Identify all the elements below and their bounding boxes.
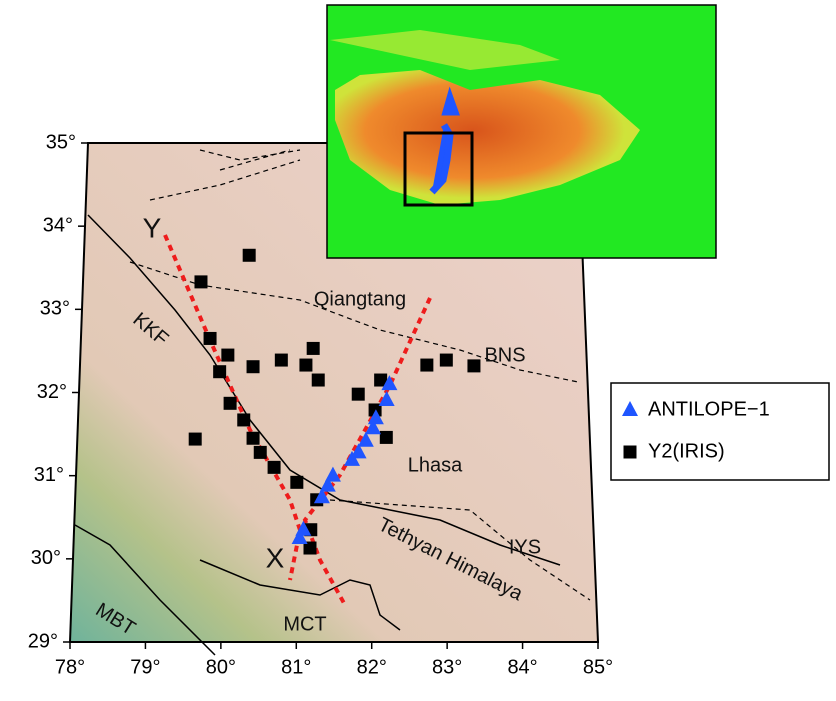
region-label: Lhasa — [408, 454, 463, 476]
y-tick-label: 30° — [31, 547, 61, 569]
square-marker — [275, 354, 288, 367]
square-marker — [312, 374, 325, 387]
legend-label: Y2(IRIS) — [648, 440, 725, 462]
square-marker — [440, 354, 453, 367]
fault-label: IYS — [509, 536, 541, 558]
page: Y X Qiangtang BNS KKF Lhasa IYS Tethyan … — [0, 0, 836, 701]
y-tick-label: 33° — [40, 298, 70, 320]
square-marker — [467, 359, 480, 372]
fault-label: BNS — [484, 344, 525, 366]
square-marker — [243, 249, 256, 262]
x-tick-label: 83° — [432, 656, 462, 678]
square-marker — [299, 359, 312, 372]
square-marker — [380, 431, 393, 444]
x-tick-label: 82° — [357, 656, 387, 678]
square-marker — [189, 433, 202, 446]
y-tick-label: 32° — [37, 381, 67, 403]
legend-label: ANTILOPE−1 — [648, 398, 770, 420]
x-tick-label: 81° — [281, 656, 311, 678]
map-figure: Y X Qiangtang BNS KKF Lhasa IYS Tethyan … — [0, 0, 836, 696]
square-marker — [254, 446, 267, 459]
y-tick-label: 31° — [34, 464, 64, 486]
y-tick-label: 34° — [43, 214, 73, 236]
inset-map — [327, 5, 716, 258]
square-marker — [420, 359, 433, 372]
x-tick-label: 84° — [507, 656, 537, 678]
square-marker — [247, 360, 260, 373]
square-marker — [624, 446, 637, 459]
y-tick-label: 29° — [28, 630, 58, 652]
square-marker — [204, 332, 217, 345]
x-tick-label: 80° — [206, 656, 236, 678]
square-marker — [268, 461, 281, 474]
square-marker — [213, 365, 226, 378]
profile-label: X — [266, 542, 285, 573]
square-marker — [247, 432, 260, 445]
square-marker — [237, 413, 250, 426]
square-marker — [224, 397, 237, 410]
x-tick-label: 78° — [55, 656, 85, 678]
legend: ANTILOPE−1 Y2(IRIS) — [611, 383, 829, 480]
square-marker — [221, 349, 234, 362]
profile-label: Y — [143, 212, 162, 243]
x-tick-label: 79° — [130, 656, 160, 678]
square-marker — [307, 342, 320, 355]
fault-label: MCT — [283, 613, 326, 635]
square-marker — [290, 476, 303, 489]
x-tick-label: 85° — [583, 656, 613, 678]
y-tick-label: 35° — [46, 131, 76, 153]
region-label: Qiangtang — [314, 288, 406, 310]
square-marker — [194, 275, 207, 288]
square-marker — [352, 388, 365, 401]
